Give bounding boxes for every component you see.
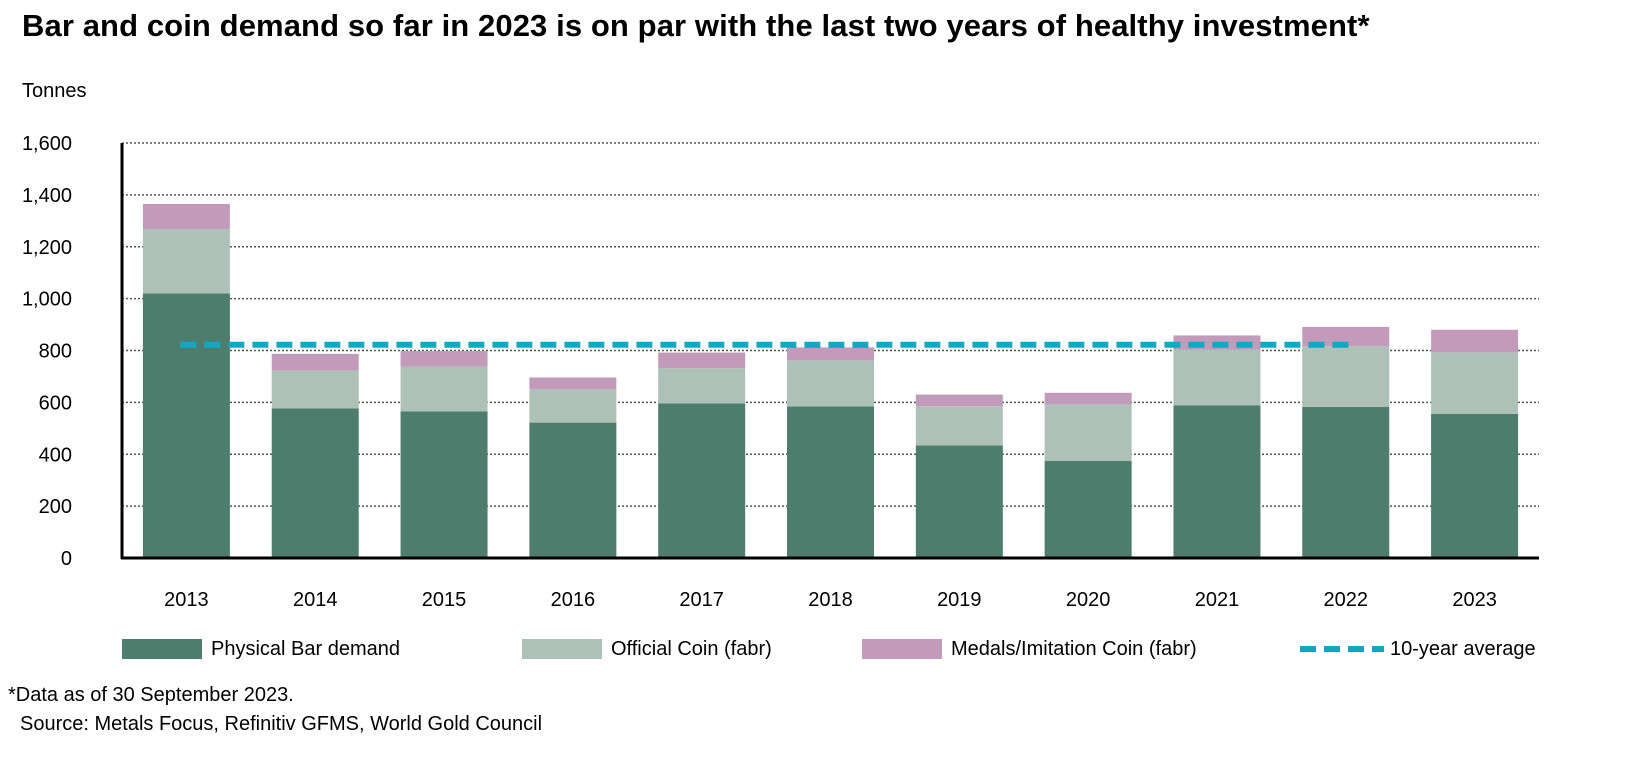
bar-medals-imitation-coin-fabr-2022 xyxy=(1302,326,1390,347)
bar-physical-bar-demand-2014 xyxy=(271,408,359,558)
y-axis-unit-label: Tonnes xyxy=(22,80,87,102)
y-tick-label-1200: 1,200 xyxy=(22,237,72,259)
x-tick-label-2023: 2023 xyxy=(1452,589,1497,611)
x-tick-label-2019: 2019 xyxy=(937,589,982,611)
axes xyxy=(120,143,1539,560)
x-tick-labels: 2013 2014 2015 2016 2017 2018 2019 2020 2021 2022… xyxy=(164,589,1497,611)
legend-item-official-coin: Official Coin (fabr) xyxy=(522,636,772,662)
y-tick-labels: 0 200 400 600 800 1,000 1,200 1,400 1,600 xyxy=(22,133,72,570)
x-tick-label-2014: 2014 xyxy=(293,589,338,611)
legend-item-medals: Medals/Imitation Coin (fabr) xyxy=(862,636,1197,662)
bar-physical-bar-demand-2021 xyxy=(1173,405,1261,558)
legend-label-medals: Medals/Imitation Coin (fabr) xyxy=(951,637,1197,660)
x-tick-label-2022: 2022 xyxy=(1324,589,1369,611)
bar-medals-imitation-coin-fabr-2017 xyxy=(658,352,746,369)
legend-label-official-coin: Official Coin (fabr) xyxy=(611,637,772,660)
bar-medals-imitation-coin-fabr-2023 xyxy=(1431,329,1519,353)
y-tick-label-400: 400 xyxy=(39,444,72,466)
legend-item-physical-bar: Physical Bar demand xyxy=(122,636,400,662)
x-tick-label-2020: 2020 xyxy=(1066,589,1111,611)
legend-swatch-official-coin xyxy=(522,639,602,659)
x-tick-label-2017: 2017 xyxy=(679,589,724,611)
bar-physical-bar-demand-2016 xyxy=(529,422,617,558)
bar-official-coin-fabr-2023 xyxy=(1431,352,1519,414)
bar-stacks xyxy=(142,203,1519,558)
bar-medals-imitation-coin-fabr-2014 xyxy=(271,353,359,371)
bar-physical-bar-demand-2015 xyxy=(400,411,488,558)
bar-official-coin-fabr-2017 xyxy=(658,368,746,404)
bar-physical-bar-demand-2013 xyxy=(142,293,230,558)
bar-official-coin-fabr-2018 xyxy=(787,360,874,407)
bar-official-coin-fabr-2020 xyxy=(1044,404,1132,461)
x-tick-label-2016: 2016 xyxy=(551,589,596,611)
x-tick-label-2021: 2021 xyxy=(1195,589,1240,611)
bar-physical-bar-demand-2022 xyxy=(1302,406,1390,558)
bar-official-coin-fabr-2019 xyxy=(915,406,1003,446)
x-tick-label-2013: 2013 xyxy=(164,589,209,611)
legend-label-10-year-average: 10-year average xyxy=(1390,637,1536,660)
bar-official-coin-fabr-2021 xyxy=(1173,349,1261,406)
bar-medals-imitation-coin-fabr-2013 xyxy=(142,203,230,230)
x-tick-label-2015: 2015 xyxy=(422,589,467,611)
source-note: Source: Metals Focus, Refinitiv GFMS, Wo… xyxy=(20,713,543,735)
y-tick-label-600: 600 xyxy=(39,392,72,414)
bar-official-coin-fabr-2022 xyxy=(1302,346,1390,407)
bar-medals-imitation-coin-fabr-2016 xyxy=(529,377,617,390)
bar-physical-bar-demand-2018 xyxy=(787,406,874,558)
y-tick-label-800: 800 xyxy=(39,341,72,363)
bar-official-coin-fabr-2016 xyxy=(529,389,617,423)
y-tick-label-200: 200 xyxy=(39,496,72,518)
x-tick-label-2018: 2018 xyxy=(808,589,853,611)
y-tick-label-1600: 1,600 xyxy=(22,133,72,155)
legend-label-physical-bar: Physical Bar demand xyxy=(211,637,400,660)
y-tick-label-0: 0 xyxy=(61,548,72,570)
y-tick-label-1400: 1,400 xyxy=(22,185,72,207)
bar-medals-imitation-coin-fabr-2018 xyxy=(787,347,874,361)
bar-physical-bar-demand-2023 xyxy=(1431,413,1519,558)
legend-item-10-year-average: 10-year average xyxy=(1300,636,1536,662)
bar-physical-bar-demand-2019 xyxy=(915,445,1003,558)
bar-physical-bar-demand-2020 xyxy=(1044,460,1132,558)
bar-medals-imitation-coin-fabr-2019 xyxy=(915,394,1003,407)
bar-medals-imitation-coin-fabr-2020 xyxy=(1044,392,1132,405)
bar-medals-imitation-coin-fabr-2015 xyxy=(400,351,488,367)
legend-swatch-medals xyxy=(862,639,942,659)
legend-swatch-10-year-average xyxy=(1300,646,1384,652)
bar-official-coin-fabr-2013 xyxy=(142,229,230,294)
footnote: *Data as of 30 September 2023. xyxy=(8,684,294,706)
bar-official-coin-fabr-2015 xyxy=(400,366,488,412)
chart-title: Bar and coin demand so far in 2023 is on… xyxy=(22,8,1370,43)
legend-swatch-physical-bar xyxy=(122,639,202,659)
bar-official-coin-fabr-2014 xyxy=(271,370,359,409)
y-tick-label-1000: 1,000 xyxy=(22,289,72,311)
bar-physical-bar-demand-2017 xyxy=(658,403,746,558)
